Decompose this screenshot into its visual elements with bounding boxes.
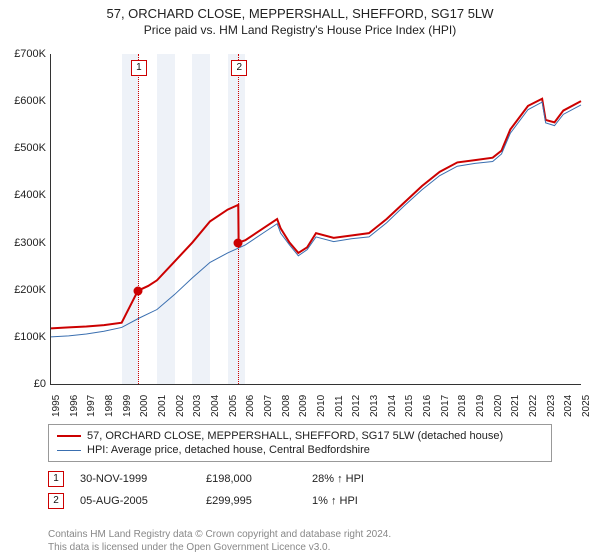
- event-price: £198,000: [206, 473, 296, 485]
- x-tick-label: 2021: [510, 395, 521, 417]
- x-tick-label: 2002: [175, 395, 186, 417]
- event-row: 2 05-AUG-2005 £299,995 1% ↑ HPI: [48, 490, 402, 512]
- footer-attribution: Contains HM Land Registry data © Crown c…: [48, 528, 391, 554]
- y-tick-label: £100K: [0, 331, 46, 343]
- x-tick-label: 2000: [139, 395, 150, 417]
- x-tick-label: 2025: [581, 395, 592, 417]
- x-tick-label: 1999: [122, 395, 133, 417]
- footer-line: Contains HM Land Registry data © Crown c…: [48, 528, 391, 541]
- x-tick-label: 2020: [493, 395, 504, 417]
- x-tick-label: 1995: [51, 395, 62, 417]
- event-delta: 28% ↑ HPI: [312, 473, 402, 485]
- legend-row: HPI: Average price, detached house, Cent…: [57, 443, 543, 457]
- x-tick-label: 2024: [563, 395, 574, 417]
- event-date: 05-AUG-2005: [80, 495, 190, 507]
- sale-point: [133, 286, 142, 295]
- x-tick-label: 2001: [157, 395, 168, 417]
- y-tick-label: £600K: [0, 95, 46, 107]
- legend-swatch: [57, 450, 81, 451]
- y-tick-label: £700K: [0, 48, 46, 60]
- x-tick-label: 2003: [192, 395, 203, 417]
- legend-swatch: [57, 435, 81, 437]
- legend-row: 57, ORCHARD CLOSE, MEPPERSHALL, SHEFFORD…: [57, 429, 543, 443]
- y-tick-label: £200K: [0, 284, 46, 296]
- y-tick-label: £0: [0, 378, 46, 390]
- event-marker: 1: [131, 60, 147, 76]
- x-tick-label: 1998: [104, 395, 115, 417]
- chart-subtitle: Price paid vs. HM Land Registry's House …: [0, 21, 600, 41]
- footer-line: This data is licensed under the Open Gov…: [48, 541, 391, 554]
- x-tick-label: 1996: [69, 395, 80, 417]
- x-tick-label: 2005: [228, 395, 239, 417]
- series-lines: [51, 54, 581, 384]
- chart-container: { "title": "57, ORCHARD CLOSE, MEPPERSHA…: [0, 0, 600, 560]
- event-delta: 1% ↑ HPI: [312, 495, 402, 507]
- x-tick-label: 2019: [475, 395, 486, 417]
- x-tick-label: 2017: [440, 395, 451, 417]
- y-tick-label: £400K: [0, 189, 46, 201]
- event-marker: 1: [48, 471, 64, 487]
- x-tick-label: 2015: [404, 395, 415, 417]
- x-tick-label: 2013: [369, 395, 380, 417]
- event-row: 1 30-NOV-1999 £198,000 28% ↑ HPI: [48, 468, 402, 490]
- x-tick-label: 2016: [422, 395, 433, 417]
- x-tick-label: 2006: [245, 395, 256, 417]
- event-vline: [138, 54, 139, 384]
- x-tick-label: 1997: [86, 395, 97, 417]
- sale-point: [234, 238, 243, 247]
- event-table: 1 30-NOV-1999 £198,000 28% ↑ HPI 2 05-AUG-200…: [48, 468, 402, 512]
- legend-label: HPI: Average price, detached house, Cent…: [87, 444, 370, 456]
- x-tick-label: 2023: [546, 395, 557, 417]
- x-tick-label: 2010: [316, 395, 327, 417]
- x-tick-label: 2014: [387, 395, 398, 417]
- x-tick-label: 2007: [263, 395, 274, 417]
- x-tick-label: 2008: [281, 395, 292, 417]
- x-tick-label: 2022: [528, 395, 539, 417]
- chart-title: 57, ORCHARD CLOSE, MEPPERSHALL, SHEFFORD…: [0, 0, 600, 21]
- x-tick-label: 2018: [457, 395, 468, 417]
- x-tick-label: 2004: [210, 395, 221, 417]
- y-tick-label: £300K: [0, 237, 46, 249]
- legend-label: 57, ORCHARD CLOSE, MEPPERSHALL, SHEFFORD…: [87, 430, 503, 442]
- event-price: £299,995: [206, 495, 296, 507]
- series-price_paid: [51, 99, 581, 329]
- event-date: 30-NOV-1999: [80, 473, 190, 485]
- y-tick-label: £500K: [0, 142, 46, 154]
- x-tick-label: 2011: [334, 395, 345, 417]
- legend: 57, ORCHARD CLOSE, MEPPERSHALL, SHEFFORD…: [48, 424, 552, 462]
- event-marker: 2: [231, 60, 247, 76]
- plot-area: 1995199619971998199920002001200220032004…: [50, 54, 581, 385]
- series-hpi: [51, 102, 581, 337]
- event-vline: [238, 54, 239, 384]
- x-tick-label: 2009: [298, 395, 309, 417]
- x-tick-label: 2012: [351, 395, 362, 417]
- event-marker: 2: [48, 493, 64, 509]
